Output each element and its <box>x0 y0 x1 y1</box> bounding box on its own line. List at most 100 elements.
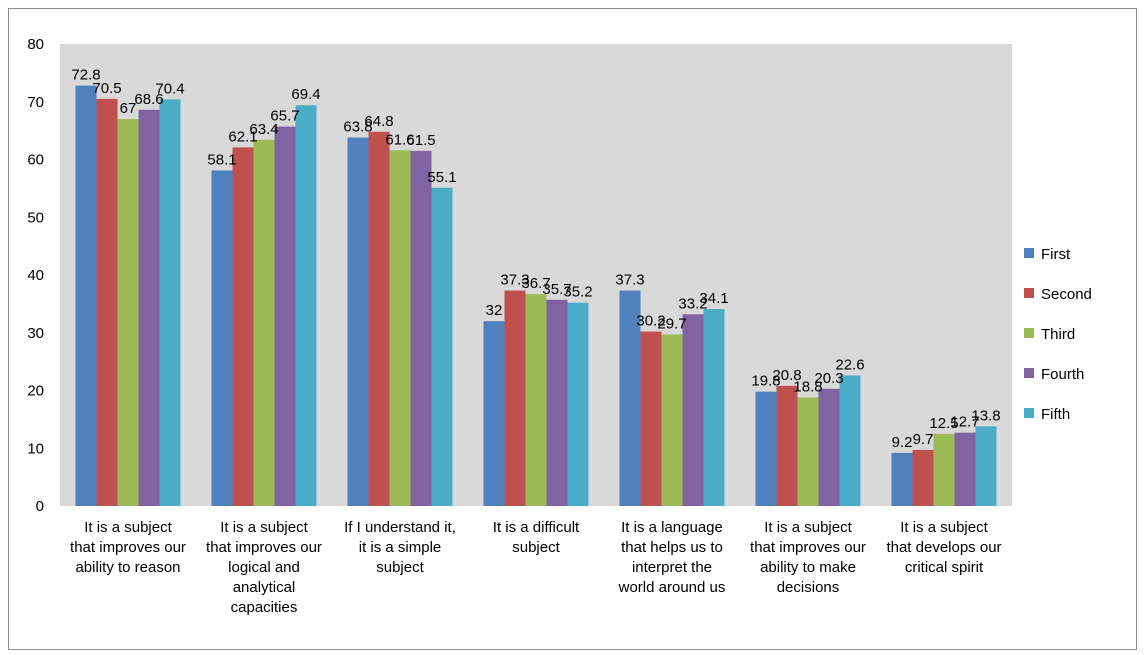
data-label: 29.7 <box>657 315 686 332</box>
bar-fourth <box>546 299 568 506</box>
data-label: 20.8 <box>772 367 801 384</box>
x-category-label-line: ability to make <box>760 559 856 576</box>
data-label: 32 <box>486 302 503 319</box>
bar-third <box>797 397 819 506</box>
legend-item-fourth: Fourth <box>1024 366 1084 383</box>
bar-fourth <box>274 126 296 507</box>
y-tick-label: 40 <box>27 267 44 284</box>
bar-third <box>389 150 411 506</box>
y-tick-label: 50 <box>27 209 44 226</box>
x-category-label: It is a subject that develops our critical… <box>886 519 1001 576</box>
x-category-label-line: If I understand it, <box>344 519 456 536</box>
bar-fifth <box>975 426 997 506</box>
bar-second <box>504 290 526 506</box>
bar-third <box>525 294 547 506</box>
data-label: 70.4 <box>155 80 184 97</box>
bar-fifth <box>703 309 725 506</box>
bar-fifth <box>839 375 861 506</box>
data-label: 34.1 <box>699 290 728 307</box>
x-category-label-line: subject <box>376 559 424 576</box>
x-category-label-line: that improves our <box>70 539 186 556</box>
x-category-label-line: It is a difficult <box>493 519 580 536</box>
y-axis: 0 10 20 30 40 50 60 70 80 <box>27 36 44 515</box>
bar-fourth <box>954 432 976 506</box>
x-category-label-line: capacities <box>231 599 298 616</box>
data-label: 37.3 <box>615 272 644 289</box>
data-label: 65.7 <box>270 108 299 125</box>
x-category-label: It is a subject that improves our ability … <box>750 519 866 596</box>
bar-second <box>232 147 254 506</box>
x-category-label-line: logical and <box>228 559 300 576</box>
legend-swatch <box>1024 328 1034 338</box>
x-category-label-line: analytical <box>233 579 296 596</box>
x-category-label-line: ability to reason <box>75 559 180 576</box>
x-category-label-line: It is a subject <box>84 519 172 536</box>
x-category-label: It is a language that helps us to interpre… <box>618 519 726 596</box>
y-tick-label: 20 <box>27 383 44 400</box>
x-category-label-line: that develops our <box>886 539 1001 556</box>
bar-fourth <box>410 150 432 506</box>
x-category-label-line: that improves our <box>206 539 322 556</box>
data-label: 18.8 <box>793 378 822 395</box>
bar-fifth <box>431 187 453 507</box>
data-label: 68.6 <box>134 91 163 108</box>
data-label: 35.2 <box>563 284 592 301</box>
data-label: 55.1 <box>427 169 456 186</box>
x-category-label-line: subject <box>512 539 560 556</box>
data-label: 35.7 <box>542 281 571 298</box>
x-category-label-line: decisions <box>777 579 840 596</box>
legend-label: First <box>1041 246 1071 263</box>
x-category-label-line: interpret the <box>632 559 712 576</box>
data-label: 12.5 <box>929 415 958 432</box>
legend-swatch <box>1024 368 1034 378</box>
y-tick-label: 0 <box>36 498 44 515</box>
data-label: 9.7 <box>913 431 934 448</box>
data-label: 61.5 <box>406 132 435 149</box>
y-tick-label: 30 <box>27 325 44 342</box>
bar-first <box>755 391 777 506</box>
x-category-label-line: It is a subject <box>220 519 308 536</box>
x-category-label-line: It is a subject <box>900 519 988 536</box>
legend-label: Third <box>1041 326 1075 343</box>
y-tick-label: 70 <box>27 94 44 111</box>
data-label: 33.2 <box>678 295 707 312</box>
bar-first <box>347 137 369 506</box>
data-label: 30.2 <box>636 313 665 330</box>
bar-fourth <box>138 109 160 507</box>
y-tick-label: 80 <box>27 36 44 53</box>
bar-fourth <box>682 314 704 506</box>
bar-third <box>933 433 955 506</box>
data-label: 70.5 <box>92 80 121 97</box>
data-label: 9.2 <box>892 434 913 451</box>
x-category-label: It is a subject that improves our logical … <box>206 519 322 616</box>
bar-second <box>912 449 934 506</box>
data-label: 69.4 <box>291 86 320 103</box>
x-category-label-line: It is a subject <box>764 519 852 536</box>
legend-swatch <box>1024 408 1034 418</box>
x-category-label-line: it is a simple <box>359 539 442 556</box>
x-axis: It is a subject that improves our ability … <box>70 519 1001 616</box>
x-category-label-line: that improves our <box>750 539 866 556</box>
data-label: 36.7 <box>521 275 550 292</box>
x-category-label-line: critical spirit <box>905 559 984 576</box>
bar-first <box>619 290 641 506</box>
data-label: 12.7 <box>950 414 979 431</box>
bar-second <box>640 331 662 506</box>
legend-item-fifth: Fifth <box>1024 406 1070 423</box>
bar-first <box>483 321 505 506</box>
data-label: 58.1 <box>207 151 236 168</box>
legend-item-first: First <box>1024 246 1071 263</box>
x-category-label: If I understand it, it is a simple subject <box>344 519 456 576</box>
data-label: 63.4 <box>249 121 278 138</box>
data-label: 19.8 <box>751 373 780 390</box>
bar-third <box>253 139 275 507</box>
data-label: 37.3 <box>500 272 529 289</box>
legend-label: Second <box>1041 286 1092 303</box>
y-tick-label: 60 <box>27 152 44 169</box>
bar-second <box>368 131 390 506</box>
bar-first <box>75 85 97 506</box>
x-category-label: It is a subject that improves our ability … <box>70 519 186 576</box>
